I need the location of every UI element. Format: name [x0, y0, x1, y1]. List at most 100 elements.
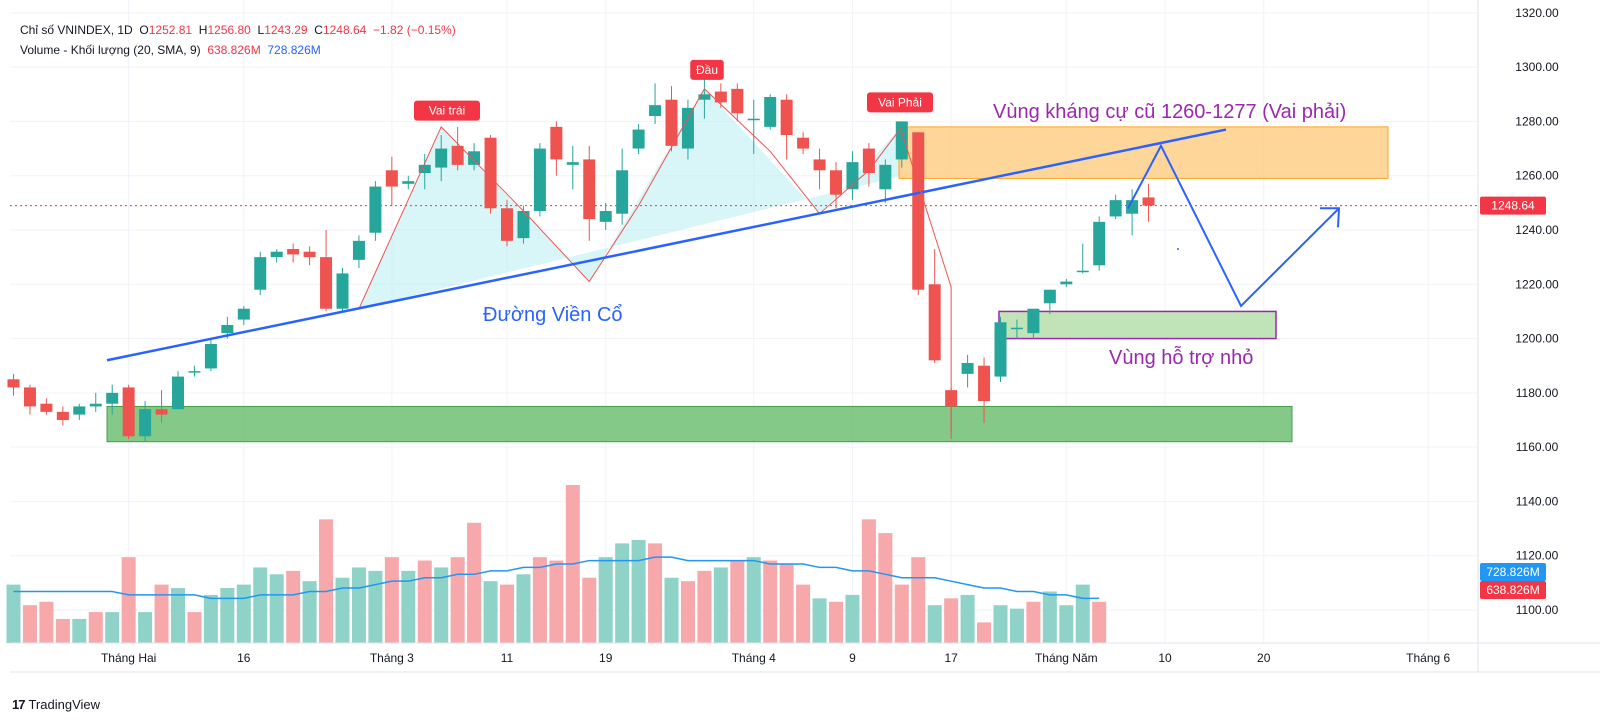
symbol-name[interactable]: Chỉ số VNINDEX, 1D	[20, 23, 133, 37]
candle-body	[451, 145, 464, 165]
volume-bar	[697, 570, 712, 643]
candle-body	[780, 99, 793, 135]
volume-bar	[664, 577, 679, 643]
volume-bar	[384, 557, 399, 643]
volume-bar	[631, 539, 646, 643]
candle-body	[1010, 327, 1023, 330]
candle-body	[978, 365, 991, 401]
volume-bar	[236, 584, 251, 643]
candle-body	[961, 362, 974, 374]
high-value: 1256.80	[207, 23, 251, 37]
price-tick-1160.00: 1160.00	[1516, 440, 1559, 454]
candle-body	[501, 208, 513, 241]
candle-body	[566, 162, 579, 165]
volume-ma-line	[13, 556, 1100, 600]
volume-bar	[960, 594, 975, 643]
volume-label[interactable]: Volume - Khối lượng (20, SMA, 9)	[20, 43, 201, 57]
time-tick: 17	[944, 651, 958, 665]
volume-bar	[467, 522, 482, 643]
time-tick: 9	[849, 651, 856, 665]
drop-line	[901, 132, 952, 439]
volume-bar	[500, 584, 514, 643]
price-tick-1180.00: 1180.00	[1516, 386, 1559, 400]
candle-body	[418, 164, 431, 173]
candle-body	[698, 94, 711, 100]
candle-body	[830, 170, 842, 195]
annotation-labels: Vai trái Đầu Vai Phải Đường Viền Cổ Vùng…	[414, 59, 1346, 369]
volume-bar	[269, 574, 284, 643]
price-tick-1320.00: 1320.00	[1515, 6, 1559, 20]
time-tick: Tháng Hai	[101, 651, 156, 665]
volume-bar	[648, 543, 663, 643]
volume-value: 638.826M	[207, 43, 261, 57]
volume-bar	[829, 601, 843, 643]
tradingview-logo[interactable]: 17 TradingView	[12, 697, 100, 712]
volume-bar	[203, 594, 218, 643]
volume-bar	[220, 588, 235, 643]
right-shoulder-label-bg	[867, 92, 933, 113]
change-value: −1.82 (−0.15%)	[373, 23, 456, 37]
close-label: C	[314, 23, 323, 37]
candlesticks	[7, 75, 1155, 442]
open-label: O	[139, 23, 149, 37]
time-tick: Tháng 4	[732, 651, 776, 665]
price-tick-1280.00: 1280.00	[1515, 114, 1559, 128]
candle-body	[1027, 308, 1040, 334]
candle-body	[336, 273, 349, 309]
candle-body	[188, 371, 201, 373]
volume-bar	[944, 598, 959, 643]
candle-body	[320, 257, 333, 309]
left-shoulder-label: Vai trái	[414, 100, 480, 121]
time-axis[interactable]: Tháng Hai 16 Tháng 3 11 19 Tháng 4 9 17 Tháng Nă…	[101, 651, 1451, 665]
candle-body	[73, 406, 86, 415]
volume-bar	[549, 560, 564, 643]
volume-bar	[351, 567, 366, 643]
low-value: 1243.29	[264, 23, 308, 37]
volume-bar	[615, 543, 630, 643]
volume-bar	[977, 622, 992, 643]
left-shoulder-text: Vai trái	[429, 104, 465, 118]
volume-ma-value: 728.826M	[267, 43, 321, 57]
volume-bar	[894, 584, 909, 643]
candle-body	[7, 379, 20, 388]
candle-body	[533, 148, 546, 211]
candle-body	[385, 170, 398, 187]
right-shoulder-label: Vai Phải	[867, 92, 933, 113]
right-shoulder-text: Vai Phải	[878, 95, 922, 109]
volume-bar	[1042, 591, 1057, 643]
volume-tag: 638.826M	[1486, 583, 1539, 597]
volume-bar	[812, 598, 827, 643]
candle-body	[649, 105, 662, 116]
time-tick: 16	[237, 651, 251, 665]
volume-bar	[796, 584, 811, 643]
tradingview-name: TradingView	[28, 697, 101, 712]
candle-body	[270, 251, 283, 258]
price-tick-1120.00: 1120.00	[1516, 549, 1559, 563]
candle-body	[468, 151, 481, 165]
time-tick: 11	[501, 651, 514, 665]
candle-body	[237, 308, 250, 320]
volume-bar	[368, 570, 383, 643]
candle-body	[797, 137, 810, 149]
candle-body	[862, 148, 875, 173]
volume-bar	[713, 567, 728, 643]
candle-body	[928, 284, 941, 361]
volume-bar	[154, 584, 169, 643]
head-label-bg	[690, 59, 724, 80]
candle-body	[23, 387, 36, 407]
head-and-shoulders-fill	[358, 88, 902, 309]
candle-body	[155, 409, 168, 415]
forecast-dot	[1177, 247, 1179, 250]
volume-bar	[6, 584, 21, 643]
price-axis[interactable]: 1100.00 1120.00 1140.00 1160.00 1180.00 1200.…	[1515, 6, 1559, 617]
candle-body	[599, 210, 612, 222]
time-tick: Tháng Năm	[1035, 651, 1098, 665]
volume-bar	[302, 581, 317, 643]
forecast-path	[1127, 143, 1340, 308]
candle-body	[912, 132, 925, 290]
high-label: H	[198, 23, 208, 37]
time-tick: Tháng 3	[370, 651, 414, 665]
tradingview-icon: 17	[12, 697, 26, 712]
volume-bar	[1026, 601, 1041, 643]
